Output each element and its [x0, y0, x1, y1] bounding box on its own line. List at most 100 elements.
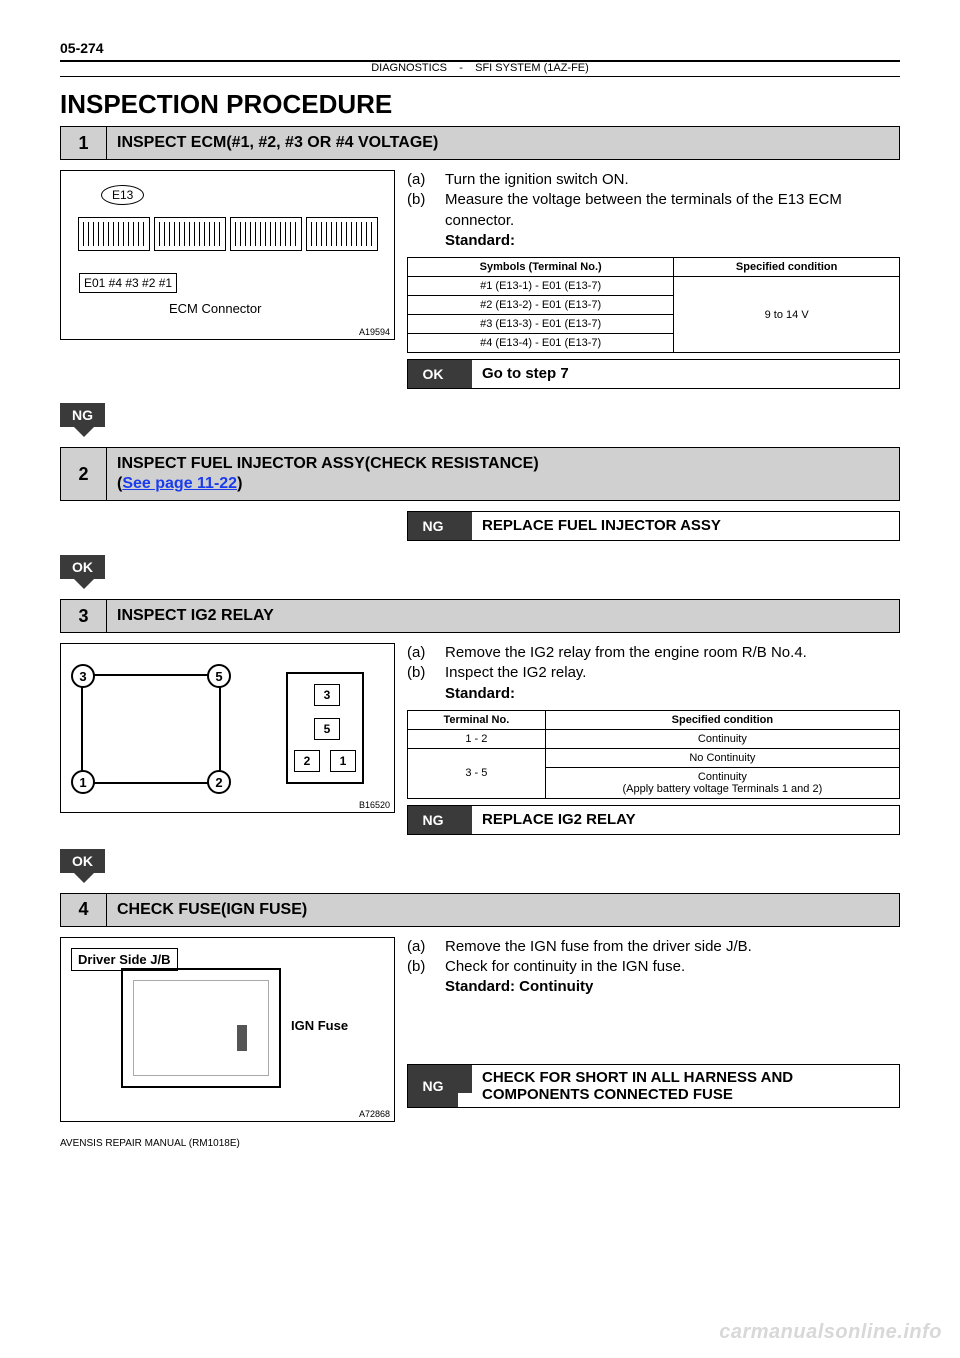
instr-lab: (a): [407, 643, 435, 663]
page-number: 05-274: [60, 40, 900, 56]
instr-text: Inspect the IG2 relay.: [445, 663, 586, 683]
relay-cell: 3: [314, 684, 340, 706]
arrow-icon: [458, 806, 472, 834]
td: #4 (E13-4) - E01 (E13-7): [408, 334, 674, 353]
header-sep: -: [459, 62, 463, 74]
td: 3 - 5: [408, 748, 546, 798]
instr-text: Remove the IG2 relay from the engine roo…: [445, 643, 807, 663]
step1-figure: E13 E01 #4 #3 #2 #1 ECM Connector A19594: [60, 170, 395, 340]
header-right: SFI SYSTEM (1AZ-FE): [475, 62, 589, 74]
step2-title: INSPECT FUEL INJECTOR ASSY(CHECK RESISTA…: [107, 448, 549, 500]
step3-ng-action: NG REPLACE IG2 RELAY: [407, 805, 900, 835]
relay-pin: 3: [71, 664, 95, 688]
conn-block: [306, 217, 378, 251]
step3-table: Terminal No. Specified condition 1 - 2 C…: [407, 710, 900, 799]
conn-block: [78, 217, 150, 251]
instr-text: Measure the voltage between the terminal…: [445, 190, 900, 231]
th-condition: Specified condition: [545, 710, 899, 729]
step1-num: 1: [61, 127, 107, 159]
td: #3 (E13-3) - E01 (E13-7): [408, 315, 674, 334]
relay-cell: 1: [330, 750, 356, 772]
arrow-icon: [458, 1065, 472, 1093]
header: DIAGNOSTICS - SFI SYSTEM (1AZ-FE): [60, 60, 900, 77]
step1-content: (a) Turn the ignition switch ON. (b) Measu…: [407, 170, 900, 395]
step2-title-text: INSPECT FUEL INJECTOR ASSY(CHECK RESISTA…: [117, 455, 539, 472]
conn-block: [230, 217, 302, 251]
ng-dest: REPLACE IG2 RELAY: [472, 806, 899, 834]
step4-num: 4: [61, 894, 107, 926]
ok-chip: OK: [60, 849, 105, 873]
ok-chip: OK: [408, 360, 458, 388]
relay-pin: 2: [207, 770, 231, 794]
relay-pin: 5: [207, 664, 231, 688]
step4-body: Driver Side J/B IGN Fuse A72868 (a) Remov…: [60, 937, 900, 1122]
step2-num: 2: [61, 448, 107, 500]
ecm-caption: ECM Connector: [169, 301, 261, 316]
instr-lab: (b): [407, 957, 435, 977]
relay-pin: 1: [71, 770, 95, 794]
th-condition: Specified condition: [674, 258, 900, 277]
td: #2 (E13-2) - E01 (E13-7): [408, 296, 674, 315]
td: No Continuity: [545, 748, 899, 767]
td-condition: 9 to 14 V: [674, 277, 900, 353]
step2-body: NG REPLACE FUEL INJECTOR ASSY: [60, 511, 900, 547]
step3-content: (a) Remove the IG2 relay from the engine …: [407, 643, 900, 841]
step1-ng-tag: NG: [60, 403, 900, 437]
relay-schematic: 3 5 1 2: [81, 674, 221, 784]
standard-line: Standard: Continuity: [445, 977, 593, 997]
see-page-link[interactable]: See page 11-22: [122, 475, 237, 492]
relay-cell: 5: [314, 718, 340, 740]
step4-ng-action: NG CHECK FOR SHORT IN ALL HARNESS AND CO…: [407, 1064, 900, 1109]
step3-title: INSPECT IG2 RELAY: [107, 600, 284, 632]
ng-dest: REPLACE FUEL INJECTOR ASSY: [472, 512, 899, 540]
td: Continuity (Apply battery voltage Termin…: [545, 767, 899, 798]
instr-text: Remove the IGN fuse from the driver side…: [445, 937, 752, 957]
figure-code: A19594: [359, 327, 390, 337]
relay-footprint: 3 5 2 1: [286, 672, 364, 784]
step2-ok-tag: OK: [60, 555, 900, 589]
instr-lab: (a): [407, 937, 435, 957]
step2-ng-action: NG REPLACE FUEL INJECTOR ASSY: [407, 511, 900, 541]
td: #1 (E13-1) - E01 (E13-7): [408, 277, 674, 296]
td: Continuity: [545, 729, 899, 748]
step2-content: NG REPLACE FUEL INJECTOR ASSY: [407, 511, 900, 547]
watermark: carmanualsonline.info: [719, 1321, 942, 1344]
section-title: INSPECTION PROCEDURE: [60, 89, 900, 120]
link-post: ): [237, 475, 242, 492]
step4-title: CHECK FUSE(IGN FUSE): [107, 894, 317, 926]
ng-chip: NG: [408, 806, 458, 834]
step1-ok-action: OK Go to step 7: [407, 359, 900, 389]
conn-block: [154, 217, 226, 251]
e13-label: E13: [101, 185, 144, 205]
step1-instructions: (a) Turn the ignition switch ON. (b) Measu…: [407, 170, 900, 251]
step4-instructions: (a) Remove the IGN fuse from the driver s…: [407, 937, 900, 998]
instr-lab: (a): [407, 170, 435, 190]
fuse-label: IGN Fuse: [291, 1018, 355, 1033]
standard-label: Standard:: [445, 231, 515, 251]
ng-chip: NG: [60, 403, 105, 427]
instr-text: Turn the ignition switch ON.: [445, 170, 629, 190]
footer: AVENSIS REPAIR MANUAL (RM1018E): [60, 1138, 900, 1149]
instr-lab: (b): [407, 190, 435, 231]
step3-num: 3: [61, 600, 107, 632]
figure-code: A72868: [359, 1109, 390, 1119]
figure-code: B16520: [359, 800, 390, 810]
th-symbols: Symbols (Terminal No.): [408, 258, 674, 277]
ok-chip: OK: [60, 555, 105, 579]
step3-body: 3 5 1 2 3 5 2 1 B16520 (a) Remove the IG2…: [60, 643, 900, 841]
step2-bar: 2 INSPECT FUEL INJECTOR ASSY(CHECK RESIS…: [60, 447, 900, 501]
arrow-icon: [458, 512, 472, 540]
step4-figure: Driver Side J/B IGN Fuse A72868: [60, 937, 395, 1122]
step4-bar: 4 CHECK FUSE(IGN FUSE): [60, 893, 900, 927]
step1-bar: 1 INSPECT ECM(#1, #2, #3 OR #4 VOLTAGE): [60, 126, 900, 160]
arrow-icon: [458, 360, 472, 388]
ng-chip: NG: [408, 512, 458, 540]
arrow-down-icon: [74, 427, 94, 437]
header-left: DIAGNOSTICS: [371, 62, 447, 74]
td: 1 - 2: [408, 729, 546, 748]
arrow-down-icon: [74, 873, 94, 883]
step1-title: INSPECT ECM(#1, #2, #3 OR #4 VOLTAGE): [107, 127, 448, 159]
ok-dest: Go to step 7: [472, 360, 899, 388]
arrow-down-icon: [74, 579, 94, 589]
step3-instructions: (a) Remove the IG2 relay from the engine …: [407, 643, 900, 704]
